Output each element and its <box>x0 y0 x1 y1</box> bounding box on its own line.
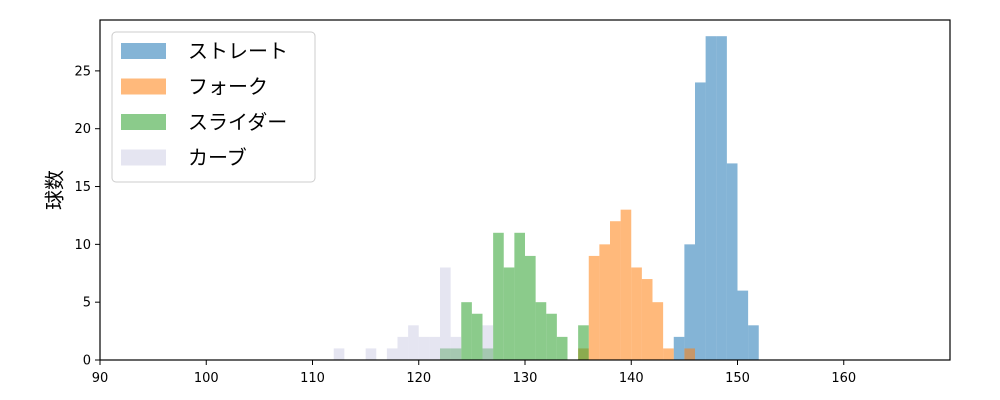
histogram-bar <box>631 267 642 360</box>
histogram-bar <box>748 325 759 360</box>
legend-swatch <box>121 43 166 59</box>
histogram-bar <box>514 232 525 360</box>
histogram-bar <box>546 313 557 360</box>
x-tick-label: 140 <box>619 371 644 386</box>
y-tick-label: 10 <box>74 238 91 253</box>
histogram-bar <box>695 82 706 361</box>
x-tick-label: 90 <box>92 371 109 386</box>
histogram-bar <box>726 163 738 360</box>
x-tick-label: 150 <box>725 371 750 386</box>
histogram-bar <box>705 36 717 360</box>
legend-box <box>111 31 316 183</box>
x-tick-label: 130 <box>513 371 538 386</box>
histogram-bar <box>588 255 600 360</box>
y-axis-ticks: 0 5 10 15 20 25 <box>74 64 100 369</box>
legend-label: カーブ <box>188 146 247 170</box>
histogram-bar <box>450 336 462 360</box>
histogram-bar <box>652 302 664 360</box>
histogram-bar <box>418 336 430 360</box>
histogram-bar <box>641 279 653 360</box>
histogram-bar <box>663 348 674 360</box>
histogram-bar <box>525 255 536 360</box>
y-axis-label: 球数 <box>43 170 67 210</box>
histogram-bar <box>471 313 483 360</box>
histogram-bar <box>365 348 377 360</box>
x-tick-label: 100 <box>194 371 219 386</box>
histogram-bar <box>610 221 621 360</box>
x-tick-label: 160 <box>831 371 856 386</box>
x-tick-label: 120 <box>406 371 431 386</box>
histogram-bar <box>578 325 589 360</box>
histogram-bar <box>429 336 440 360</box>
histogram-bar <box>440 348 451 360</box>
legend-swatch <box>121 78 166 95</box>
y-tick-label: 5 <box>83 296 91 311</box>
histogram-bar <box>408 325 419 360</box>
histogram-bar <box>482 348 494 360</box>
histogram-bar <box>556 336 568 360</box>
histogram-bar <box>450 348 462 360</box>
histogram-bar <box>386 348 398 360</box>
legend-swatch <box>121 114 166 130</box>
histogram-bar <box>535 302 547 360</box>
histogram-bar <box>716 36 727 360</box>
histogram-bar <box>440 267 451 360</box>
histogram-bar <box>503 267 515 360</box>
y-tick-label: 25 <box>74 64 91 79</box>
histogram-bar <box>397 336 409 360</box>
histogram-bar <box>493 232 504 360</box>
histogram-bar <box>482 325 494 360</box>
legend-label: ストレート <box>188 39 288 63</box>
histogram-bar <box>461 302 472 360</box>
histogram-bar <box>684 244 695 360</box>
histogram-bar <box>620 209 632 360</box>
y-tick-label: 15 <box>74 180 91 195</box>
bars-group <box>333 36 759 361</box>
x-tick-label: 110 <box>300 371 325 386</box>
histogram-bar <box>737 290 749 360</box>
y-tick-label: 20 <box>74 122 91 137</box>
legend-label: フォーク <box>188 75 268 99</box>
histogram-bar <box>333 348 345 360</box>
y-tick-label: 0 <box>83 354 91 369</box>
legend-label: スライダー <box>188 110 287 134</box>
histogram-bar <box>599 244 610 360</box>
legend-swatch <box>121 149 166 166</box>
histogram-bar <box>684 348 695 360</box>
histogram-bar <box>673 336 685 360</box>
x-axis-ticks: 90 100 110 120 130 140 150 160 <box>92 360 856 386</box>
